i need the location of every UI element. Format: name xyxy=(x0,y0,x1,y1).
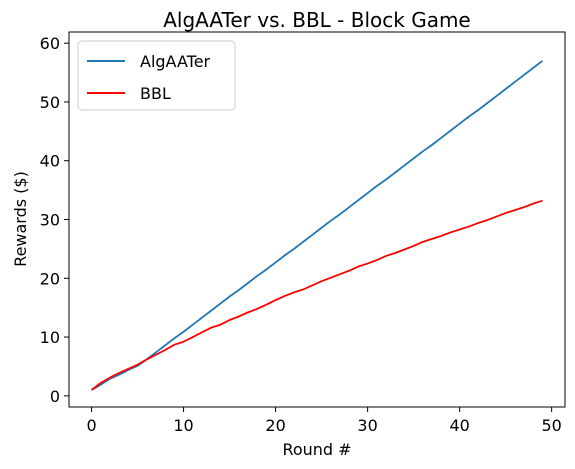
x-tick-label: 0 xyxy=(86,416,96,435)
legend-label-algaater: AlgAATer xyxy=(140,52,211,71)
series-line-bbl xyxy=(91,199,543,391)
y-axis-title: Rewards ($) xyxy=(11,171,30,267)
legend: AlgAATer BBL xyxy=(77,40,236,111)
series-line-algaater xyxy=(91,60,543,391)
x-tick-label: 40 xyxy=(449,416,469,435)
series-layer xyxy=(91,60,543,391)
legend-label-bbl: BBL xyxy=(140,84,171,103)
x-tick-label: 30 xyxy=(357,416,377,435)
y-tick-label: 60 xyxy=(40,34,60,53)
x-axis-title: Round # xyxy=(282,440,351,459)
x-tick-label: 20 xyxy=(265,416,285,435)
y-tick-label: 10 xyxy=(40,328,60,347)
x-tick-label: 50 xyxy=(541,416,561,435)
y-tick-label: 0 xyxy=(50,387,60,406)
y-tick-label: 20 xyxy=(40,269,60,288)
x-tick-label: 10 xyxy=(173,416,193,435)
x-axis: 0 10 20 30 40 50 xyxy=(86,407,562,435)
y-tick-label: 30 xyxy=(40,211,60,230)
y-tick-label: 40 xyxy=(40,152,60,171)
y-axis: 0 10 20 30 40 50 60 xyxy=(40,34,69,406)
y-tick-label: 50 xyxy=(40,93,60,112)
chart-title: AlgAATer vs. BBL - Block Game xyxy=(163,8,470,32)
